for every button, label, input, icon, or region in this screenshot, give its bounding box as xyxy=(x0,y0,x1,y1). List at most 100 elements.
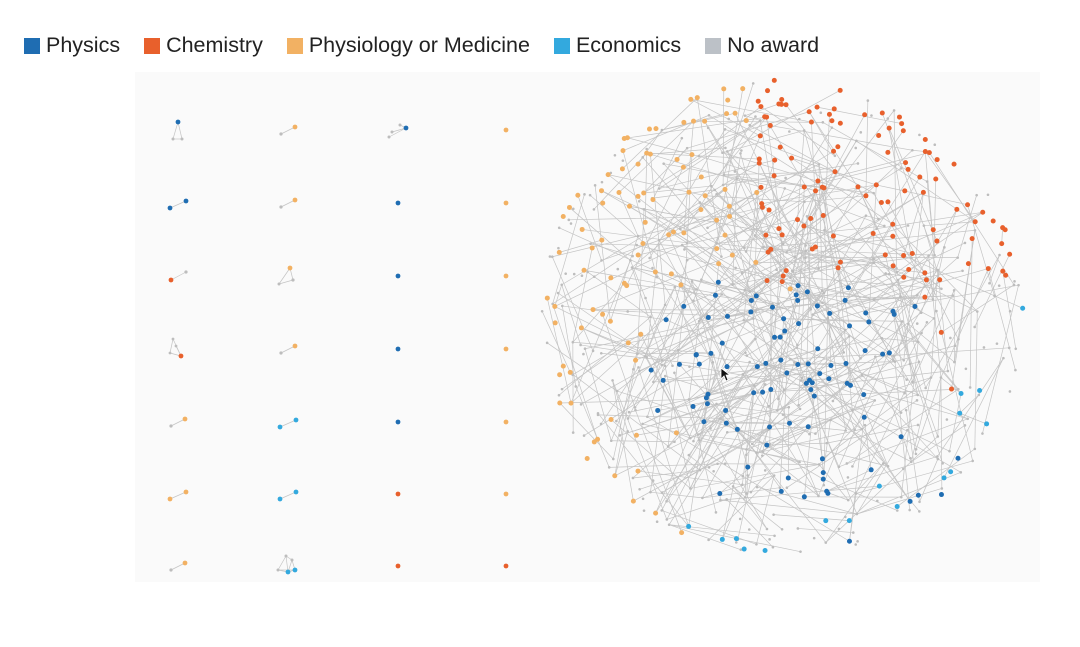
edge xyxy=(850,385,968,420)
node-medicine xyxy=(503,346,509,352)
component-1-2 xyxy=(395,200,401,206)
node-none xyxy=(687,453,691,457)
edge xyxy=(653,260,688,383)
component-3-1 xyxy=(279,343,298,355)
node-none xyxy=(1008,390,1012,393)
node-none xyxy=(571,431,575,434)
node-none xyxy=(752,317,755,320)
node-none xyxy=(842,351,846,354)
edge xyxy=(876,151,926,229)
node-none xyxy=(911,148,914,152)
legend-item-medicine[interactable]: Physiology or Medicine xyxy=(286,33,530,58)
edge xyxy=(721,294,784,320)
legend-item-economics[interactable]: Economics xyxy=(553,33,681,58)
node-none xyxy=(843,515,847,519)
node-none xyxy=(689,487,692,490)
edge xyxy=(170,562,186,571)
node-none xyxy=(899,495,903,499)
edge xyxy=(779,372,788,488)
node-none xyxy=(697,319,701,323)
node-medicine xyxy=(621,135,627,141)
node-medicine xyxy=(722,232,728,238)
edge xyxy=(892,311,939,437)
component-6-2 xyxy=(395,563,401,569)
node-none xyxy=(731,283,734,286)
node-none xyxy=(665,518,669,521)
node-none xyxy=(846,476,850,479)
node-chemistry xyxy=(990,218,996,224)
node-chemistry xyxy=(757,133,763,139)
node-none xyxy=(788,130,791,133)
node-medicine xyxy=(566,204,572,210)
node-none xyxy=(638,487,641,491)
node-none xyxy=(666,445,670,448)
legend-item-no-award[interactable]: No award xyxy=(705,33,819,58)
node-medicine xyxy=(503,491,509,497)
edge xyxy=(752,429,769,445)
node-none xyxy=(936,435,940,438)
node-none xyxy=(706,126,710,130)
edge xyxy=(655,374,744,514)
edge xyxy=(716,225,885,244)
node-chemistry xyxy=(902,188,908,194)
edge xyxy=(665,319,801,381)
node-none xyxy=(939,376,943,379)
node-physics xyxy=(751,390,757,396)
node-physics xyxy=(898,434,904,440)
node-none xyxy=(844,429,847,432)
edge xyxy=(758,163,830,314)
node-none xyxy=(734,266,737,270)
edge xyxy=(683,166,785,189)
node-none xyxy=(279,132,283,136)
edge xyxy=(893,279,941,356)
edge xyxy=(786,186,859,253)
node-none xyxy=(567,218,571,222)
component-1-0 xyxy=(167,198,189,211)
node-none xyxy=(778,486,782,489)
node-medicine xyxy=(650,197,656,203)
edge xyxy=(722,130,805,154)
edge xyxy=(629,205,688,244)
node-none xyxy=(933,143,937,147)
node-chemistry xyxy=(985,266,991,272)
node-chemistry xyxy=(764,278,770,284)
node-none xyxy=(618,434,622,437)
node-medicine xyxy=(635,193,641,199)
node-none xyxy=(914,447,918,451)
edge xyxy=(699,343,723,441)
node-physics xyxy=(769,304,775,310)
edge xyxy=(805,149,913,252)
component-4-2 xyxy=(395,419,401,425)
edge xyxy=(912,290,955,383)
legend-item-physics[interactable]: Physics xyxy=(24,33,120,58)
node-medicine xyxy=(721,86,727,92)
legend-item-chemistry[interactable]: Chemistry xyxy=(144,33,263,58)
node-chemistry xyxy=(863,193,869,199)
node-none xyxy=(892,358,895,362)
node-none xyxy=(171,137,175,141)
node-none xyxy=(877,217,880,221)
edge xyxy=(624,282,773,305)
edge xyxy=(727,151,813,250)
edge xyxy=(698,434,770,445)
node-none xyxy=(874,355,877,358)
edge xyxy=(561,342,629,390)
edge xyxy=(830,365,855,430)
node-none xyxy=(819,111,823,115)
node-none xyxy=(685,146,689,150)
edge xyxy=(789,377,932,424)
node-physics xyxy=(676,361,682,367)
edge xyxy=(773,514,850,521)
node-none xyxy=(971,459,974,463)
node-none xyxy=(290,558,294,562)
component-2-0 xyxy=(168,270,188,283)
node-medicine xyxy=(646,126,652,132)
node-chemistry xyxy=(901,253,907,259)
node-physics xyxy=(938,492,944,498)
node-physics xyxy=(183,198,189,204)
node-chemistry xyxy=(758,104,764,110)
node-none xyxy=(754,115,757,118)
node-none xyxy=(678,227,682,231)
node-none xyxy=(957,337,960,341)
node-none xyxy=(845,462,849,465)
